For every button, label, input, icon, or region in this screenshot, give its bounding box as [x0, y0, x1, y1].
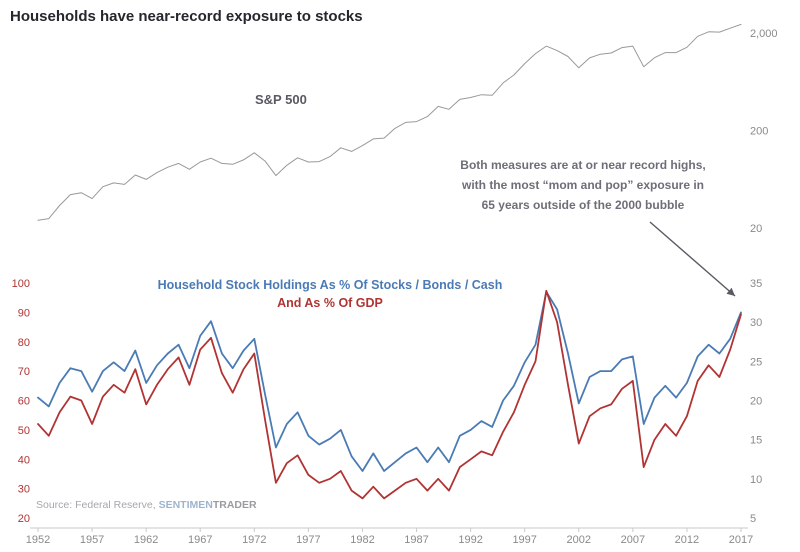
right-axis-tick: 25	[750, 356, 762, 368]
page-title: Households have near-record exposure to …	[10, 8, 363, 25]
x-axis-label: 1957	[80, 534, 104, 546]
brand-sentimen: SENTIMEN	[158, 499, 213, 511]
annotation-callout: Both measures are at or near record high…	[413, 155, 753, 215]
right-axis-tick: 20	[750, 396, 762, 408]
x-axis-label: 1972	[242, 534, 266, 546]
annotation-line-3: 65 years outside of the 2000 bubble	[481, 198, 685, 212]
left-axis-tick: 20	[18, 513, 30, 525]
left-axis-tick: 50	[18, 425, 30, 437]
series-line-red	[37, 289, 742, 500]
sp500-axis-tick: 2,000	[750, 28, 778, 40]
annotation-line-2: with the most “mom and pop” exposure in	[461, 178, 704, 192]
right-axis-tick: 35	[750, 278, 762, 290]
x-axis-label: 2017	[729, 534, 753, 546]
annotation-line-1: Both measures are at or near record high…	[460, 158, 706, 172]
left-axis-tick: 40	[18, 454, 30, 466]
x-axis-label: 2012	[675, 534, 699, 546]
legend-red-series: And As % Of GDP	[277, 296, 383, 310]
left-axis-tick: 100	[12, 278, 30, 290]
sp500-series-label: S&P 500	[255, 92, 307, 107]
x-axis-label: 1987	[404, 534, 428, 546]
series-line-blue	[37, 290, 742, 472]
left-axis-tick: 60	[18, 396, 30, 408]
left-axis-tick: 80	[18, 337, 30, 349]
legend-blue-series: Household Stock Holdings As % Of Stocks …	[157, 278, 503, 292]
x-axis-label: 1962	[134, 534, 158, 546]
source-attribution: Source: Federal Reserve, SENTIMENTRADER	[36, 499, 257, 511]
brand-trader: TRADER	[212, 499, 257, 511]
x-axis-label: 1952	[26, 534, 50, 546]
annotation-arrow	[649, 221, 736, 297]
left-axis-tick: 90	[18, 307, 30, 319]
source-text: Source: Federal Reserve,	[36, 499, 159, 511]
x-axis-label: 2002	[567, 534, 591, 546]
sp500-axis-tick: 200	[750, 126, 768, 138]
right-axis-tick: 5	[750, 513, 756, 525]
left-axis-tick: 70	[18, 366, 30, 378]
x-axis-label: 2007	[621, 534, 645, 546]
right-axis-tick: 10	[750, 474, 762, 486]
x-axis-label: 1992	[458, 534, 482, 546]
right-axis-tick: 30	[750, 317, 762, 329]
x-axis-label: 1977	[296, 534, 320, 546]
x-axis-label: 1997	[512, 534, 536, 546]
sp500-axis-tick: 20	[750, 223, 762, 235]
x-axis-label: 1967	[188, 534, 212, 546]
right-axis-tick: 15	[750, 435, 762, 447]
x-axis-label: 1982	[350, 534, 374, 546]
left-axis-tick: 30	[18, 484, 30, 496]
sp500-line	[37, 23, 742, 221]
